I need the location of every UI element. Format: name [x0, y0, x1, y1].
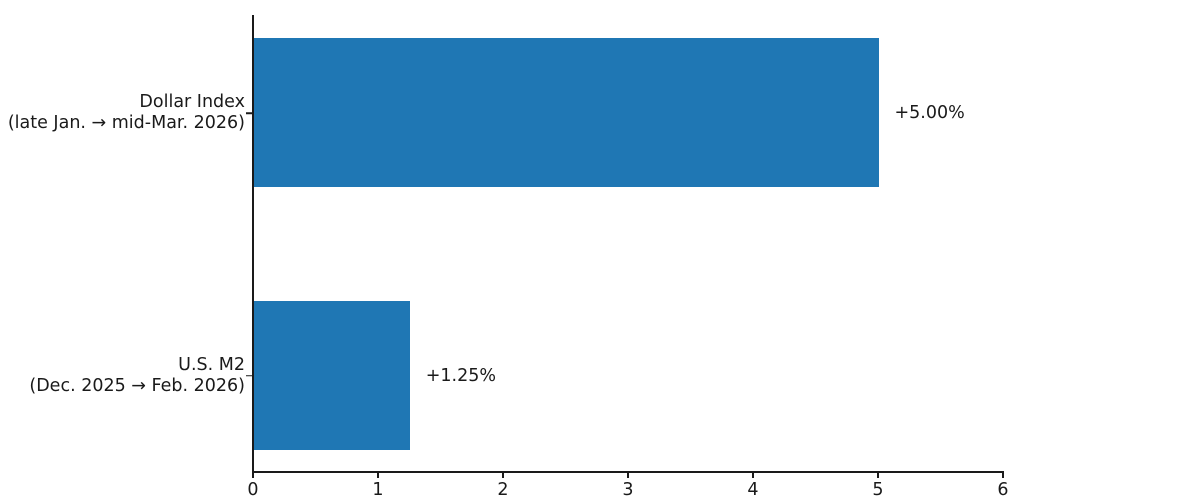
x-tick-mark — [252, 472, 254, 478]
x-tick-label: 6 — [997, 480, 1009, 500]
x-tick-mark — [877, 472, 879, 478]
bar-us-m2 — [254, 301, 411, 450]
category-label-line-2: (late Jan. → mid-Mar. 2026) — [7, 113, 245, 133]
x-tick-mark — [377, 472, 379, 478]
category-label-line-1: Dollar Index — [139, 92, 245, 112]
x-tick-label: 0 — [247, 480, 259, 500]
x-tick-mark — [752, 472, 754, 478]
y-tick-mark-dollar-index — [246, 112, 253, 114]
x-tick-mark — [502, 472, 504, 478]
x-tick-label: 4 — [747, 480, 759, 500]
y-tick-mark-us-m2 — [246, 374, 253, 377]
bar-value-label-dollar-index: +5.00% — [894, 103, 965, 123]
category-label-us-m2: U.S. M2 (Dec. 2025 → Feb. 2026) — [0, 355, 245, 397]
bar-value-label-us-m2: +1.25% — [425, 365, 497, 386]
x-tick-label: 5 — [872, 480, 884, 500]
category-label-line-1: U.S. M2 — [178, 354, 245, 375]
category-label-dollar-index: Dollar Index (late Jan. → mid-Mar. 2026) — [0, 92, 245, 134]
category-label-line-2: (Dec. 2025 → Feb. 2026) — [29, 375, 245, 396]
x-tick-label: 2 — [497, 480, 509, 500]
bar-dollar-index — [254, 38, 879, 187]
x-tick-mark — [1002, 472, 1004, 478]
x-axis-spine — [252, 471, 1004, 473]
x-tick-mark — [627, 472, 629, 478]
x-tick-label: 3 — [622, 480, 634, 500]
y-axis-spine — [252, 15, 254, 472]
x-tick-label: 1 — [372, 480, 384, 500]
